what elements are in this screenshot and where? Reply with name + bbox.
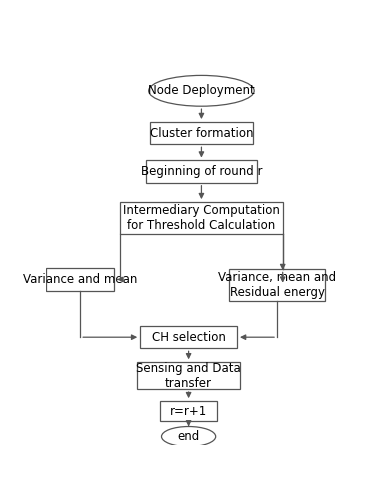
Text: Sensing and Data
transfer: Sensing and Data transfer: [136, 362, 241, 390]
Text: Cluster formation: Cluster formation: [150, 126, 253, 140]
Ellipse shape: [162, 426, 216, 446]
FancyBboxPatch shape: [46, 268, 114, 290]
FancyBboxPatch shape: [140, 326, 237, 348]
Ellipse shape: [149, 76, 254, 106]
FancyBboxPatch shape: [150, 122, 253, 144]
Text: Variance and mean: Variance and mean: [23, 273, 137, 286]
FancyBboxPatch shape: [229, 270, 325, 301]
FancyBboxPatch shape: [146, 160, 257, 183]
FancyBboxPatch shape: [120, 202, 283, 234]
FancyBboxPatch shape: [160, 401, 217, 421]
Text: end: end: [177, 430, 200, 443]
Text: Node Deployment: Node Deployment: [148, 84, 255, 98]
FancyBboxPatch shape: [137, 362, 240, 389]
Text: r=r+1: r=r+1: [170, 404, 207, 417]
Text: Intermediary Computation
for Threshold Calculation: Intermediary Computation for Threshold C…: [123, 204, 280, 232]
Text: CH selection: CH selection: [152, 330, 226, 344]
Text: Beginning of round r: Beginning of round r: [141, 165, 262, 178]
Text: Variance, mean and
Residual energy: Variance, mean and Residual energy: [218, 271, 336, 299]
